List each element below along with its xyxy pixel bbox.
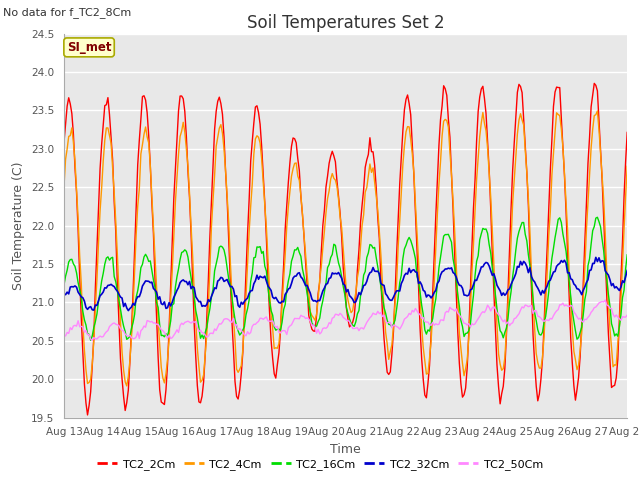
Title: Soil Temperatures Set 2: Soil Temperatures Set 2: [247, 14, 444, 32]
Legend: TC2_2Cm, TC2_4Cm, TC2_16Cm, TC2_32Cm, TC2_50Cm: TC2_2Cm, TC2_4Cm, TC2_16Cm, TC2_32Cm, TC…: [93, 455, 547, 474]
Y-axis label: Soil Temperature (C): Soil Temperature (C): [12, 161, 26, 290]
Text: SI_met: SI_met: [67, 41, 111, 54]
Text: No data for f_TC2_8Cm: No data for f_TC2_8Cm: [3, 7, 131, 18]
X-axis label: Time: Time: [330, 443, 361, 456]
